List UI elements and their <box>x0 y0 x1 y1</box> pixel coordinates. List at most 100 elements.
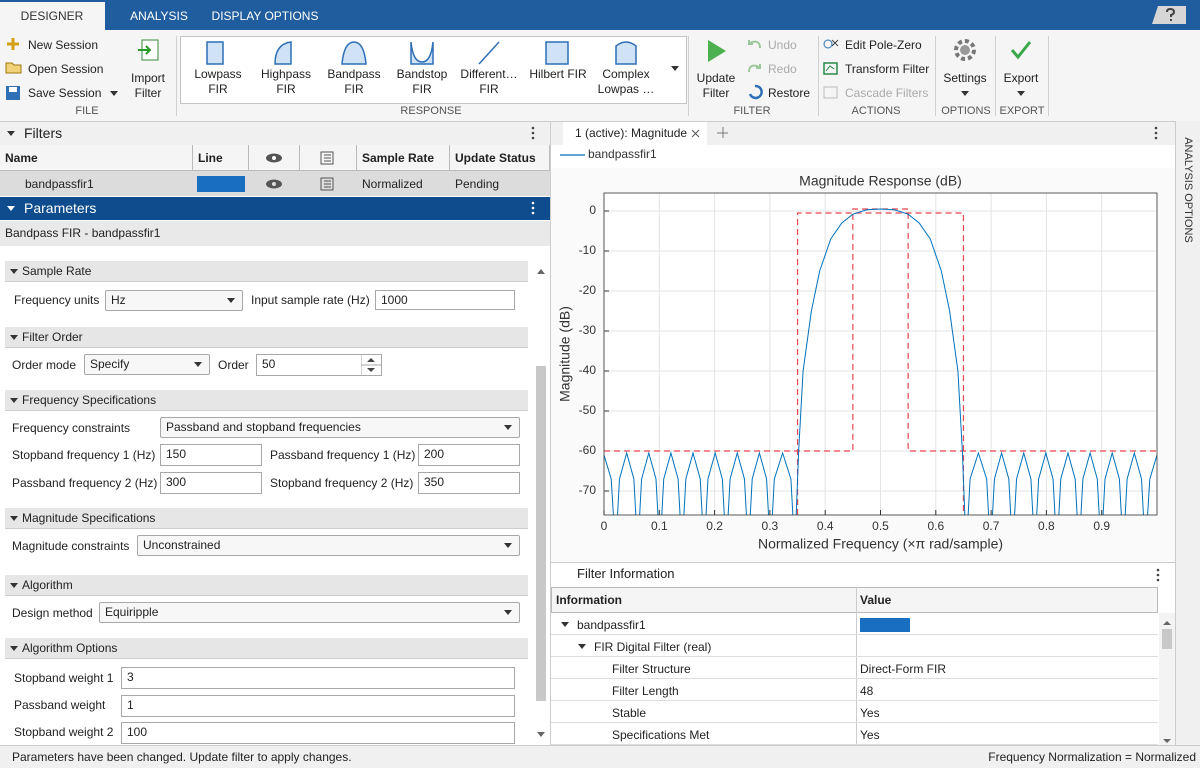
tab-label[interactable]: DISPLAY OPTIONS <box>212 8 319 24</box>
gallery-item[interactable]: Bandstop <box>397 66 448 82</box>
dropdown[interactable]: Hz <box>105 290 243 311</box>
field-value: 3 <box>127 669 134 685</box>
ribbon-button[interactable]: Redo <box>768 61 797 77</box>
ribbon-button[interactable]: New Session <box>28 37 98 53</box>
text-input[interactable]: 200 <box>418 444 520 466</box>
dropdown[interactable]: Unconstrained <box>137 535 520 556</box>
group-label: ACTIONS <box>852 105 901 117</box>
field-value: 1 <box>127 697 134 713</box>
column-header[interactable] <box>249 145 300 171</box>
add-tab[interactable] <box>716 126 730 140</box>
ribbon-button[interactable]: Undo <box>768 37 797 53</box>
column-header[interactable] <box>300 145 357 171</box>
section-header[interactable]: Algorithm <box>5 575 528 596</box>
help-button[interactable] <box>1148 4 1190 26</box>
ribbon-button[interactable]: Cascade Filters <box>845 85 928 101</box>
dropdown[interactable]: Passband and stopband frequencies <box>160 417 520 438</box>
text-input[interactable]: 300 <box>160 472 262 494</box>
gallery-item[interactable]: FIR <box>479 81 498 97</box>
dropdown-arrow[interactable] <box>961 91 969 96</box>
gallery-item[interactable]: Lowpas … <box>598 81 655 97</box>
gallery-item[interactable]: Hilbert FIR <box>529 66 586 82</box>
collapse-caret <box>10 335 18 340</box>
column-header[interactable]: Sample Rate <box>357 145 450 171</box>
panel-menu[interactable] <box>530 200 536 216</box>
header-text: Update Status <box>455 150 536 166</box>
text-input[interactable]: 1000 <box>375 290 515 310</box>
y-tick-label: -40 <box>579 363 597 377</box>
section-title: Magnitude Specifications <box>22 510 155 526</box>
ribbon-button[interactable]: Filter <box>703 85 730 101</box>
expand-caret[interactable] <box>578 644 586 649</box>
dropdown-arrow[interactable] <box>1017 91 1025 96</box>
dropdown[interactable]: Equiripple <box>99 602 520 623</box>
ribbon-button[interactable]: Filter <box>135 85 162 101</box>
scrollbar[interactable] <box>1159 613 1175 745</box>
dropdown[interactable]: Specify <box>84 354 210 375</box>
field-label: Stopband weight 1 <box>14 670 113 686</box>
text-input[interactable]: 150 <box>160 444 262 466</box>
panel-menu[interactable] <box>530 125 536 141</box>
column-header[interactable]: Line <box>193 145 249 171</box>
text-input[interactable]: 100 <box>121 722 515 744</box>
section-header[interactable]: Sample Rate <box>5 261 528 282</box>
side-tab[interactable]: ANALYSIS OPTIONS <box>1180 137 1196 243</box>
dropdown-arrow[interactable] <box>110 91 118 96</box>
spinner-input[interactable]: 50 <box>256 354 382 376</box>
ribbon-button[interactable]: Export <box>1004 70 1039 86</box>
eye-icon[interactable] <box>265 179 283 189</box>
import-icon <box>136 38 162 64</box>
tab-label[interactable]: ANALYSIS <box>130 8 188 24</box>
collapse-caret[interactable] <box>7 206 15 211</box>
spinner-buttons[interactable] <box>361 355 381 375</box>
gallery-item[interactable]: FIR <box>208 81 227 97</box>
text-input[interactable]: 1 <box>121 695 515 717</box>
settings-icon <box>953 38 977 62</box>
section-header[interactable]: Frequency Specifications <box>5 390 528 411</box>
ribbon-button[interactable]: Update <box>697 70 736 86</box>
expand-caret[interactable] <box>561 622 569 627</box>
update-icon <box>704 38 730 64</box>
action-icons <box>822 36 840 102</box>
section-header[interactable]: Magnitude Specifications <box>5 508 528 529</box>
tab-label[interactable]: 1 (active): Magnitude <box>575 125 687 141</box>
gallery-item[interactable]: Different… <box>460 66 517 82</box>
ribbon-button[interactable]: Import <box>131 70 165 86</box>
line-swatch[interactable] <box>197 176 245 192</box>
tab-label[interactable]: DESIGNER <box>21 8 84 24</box>
text-input[interactable]: 3 <box>121 667 515 689</box>
text-input[interactable]: 350 <box>418 472 520 494</box>
panel-menu[interactable] <box>1153 125 1159 141</box>
section-header[interactable]: Filter Order <box>5 327 528 348</box>
gallery-item[interactable]: FIR <box>276 81 295 97</box>
column-header[interactable]: Name <box>0 145 193 171</box>
ribbon-button[interactable]: Settings <box>943 70 986 86</box>
gallery-item[interactable]: Highpass <box>261 66 311 82</box>
info-label: Specifications Met <box>612 727 709 743</box>
column-header[interactable]: Update Status <box>450 145 550 171</box>
list-icon[interactable] <box>320 177 334 191</box>
ribbon-button[interactable]: Open Session <box>28 61 103 77</box>
field-value: Specify <box>90 356 129 372</box>
ribbon-button[interactable]: Save Session <box>28 85 101 101</box>
gallery-item[interactable]: Lowpass <box>194 66 241 82</box>
collapse-caret[interactable] <box>7 131 15 136</box>
gallery-item[interactable]: FIR <box>412 81 431 97</box>
ribbon-button[interactable]: Edit Pole-Zero <box>845 37 922 53</box>
y-tick-label: 0 <box>589 203 596 217</box>
gallery-item[interactable]: Bandpass <box>327 66 380 82</box>
panel-menu[interactable] <box>1155 567 1161 583</box>
section-header[interactable]: Algorithm Options <box>5 638 528 659</box>
close-tab[interactable] <box>690 128 702 140</box>
filters-header <box>0 122 550 145</box>
ribbon-button[interactable]: Transform Filter <box>845 61 929 77</box>
ribbon-button[interactable]: Restore <box>768 85 810 101</box>
field-label: Order mode <box>12 357 76 373</box>
gallery-item[interactable]: Complex <box>602 66 649 82</box>
section-title: Sample Rate <box>22 263 91 279</box>
scrollbar[interactable] <box>534 262 548 745</box>
x-tick-label: 0 <box>601 519 608 533</box>
header-text: Line <box>198 150 223 166</box>
gallery-item[interactable]: FIR <box>344 81 363 97</box>
gallery-expand[interactable] <box>671 66 679 71</box>
